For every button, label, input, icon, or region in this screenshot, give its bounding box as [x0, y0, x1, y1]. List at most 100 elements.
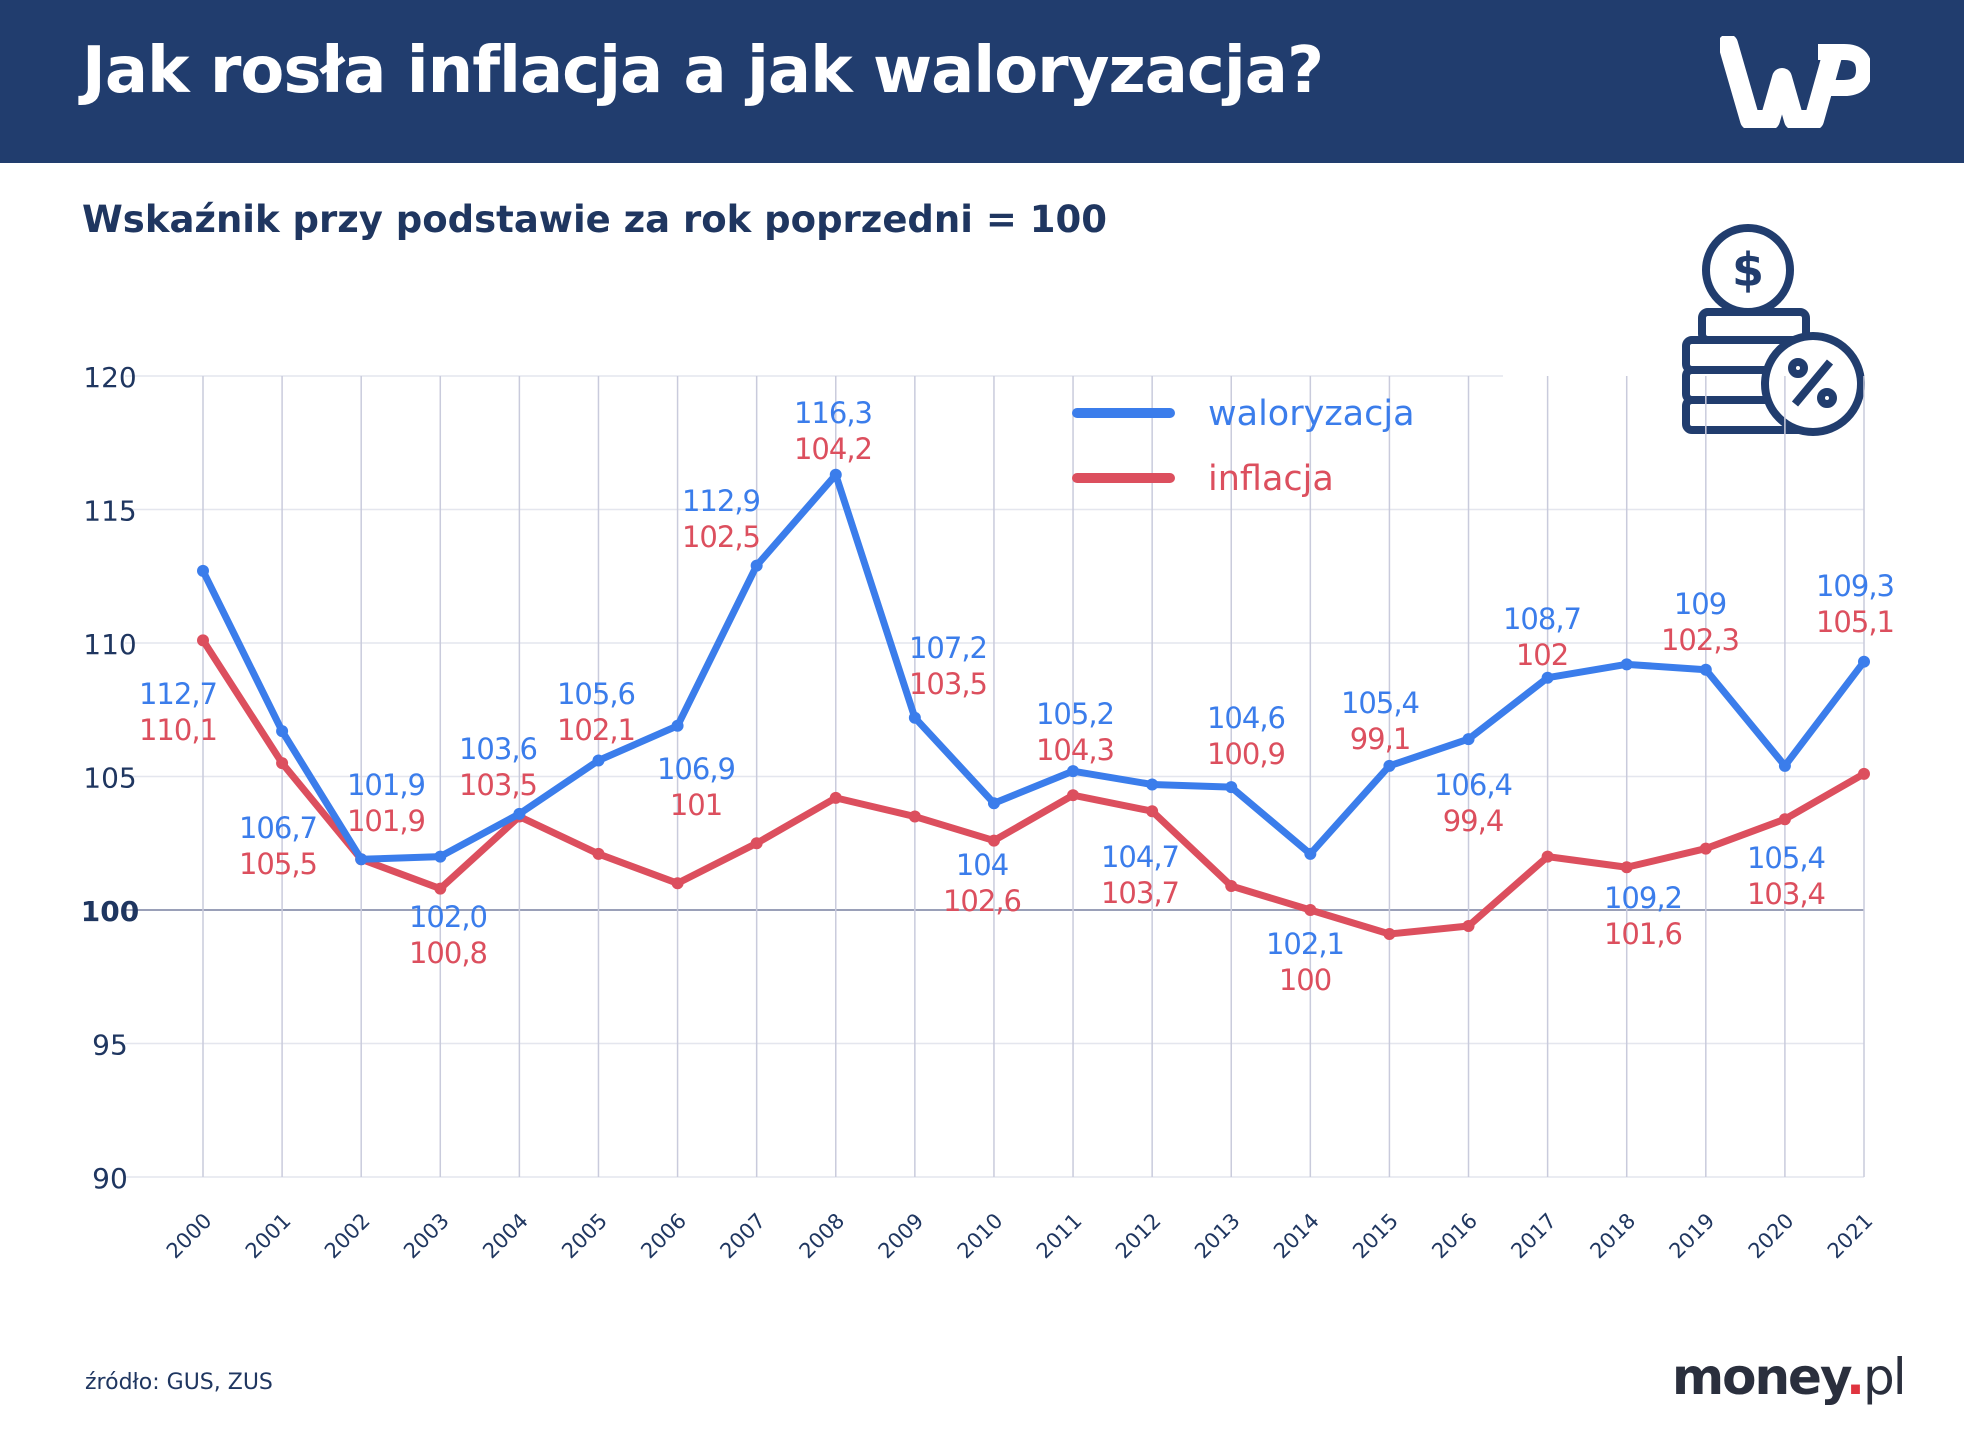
waloryzacja-point: [197, 564, 209, 577]
waloryzacja-data-label: 108,7: [1503, 602, 1581, 636]
waloryzacja-point: [592, 754, 605, 767]
inflacja-data-label: 104,2: [794, 432, 872, 466]
inflacja-point: [829, 791, 842, 804]
y-tick-label: 105: [83, 762, 136, 795]
waloryzacja-point: [1778, 759, 1791, 772]
x-tick-label: 2007: [715, 1209, 770, 1264]
brand-name: money: [1672, 1348, 1848, 1406]
waloryzacja-data-label: 116,3: [794, 396, 872, 430]
source-note: źródło: GUS, ZUS: [85, 1370, 273, 1395]
x-tick-label: 2021: [1823, 1209, 1878, 1264]
y-tick-label: 100: [81, 895, 139, 928]
waloryzacja-point: [1620, 658, 1633, 671]
x-tick-label: 2015: [1348, 1209, 1403, 1264]
legend-label-inflacja: inflacja: [1208, 459, 1334, 499]
inflacja-data-label: 110,1: [139, 713, 217, 747]
y-tick-label: 115: [83, 495, 136, 528]
inflacja-data-label: 103,4: [1747, 877, 1825, 911]
chart-subtitle: Wskaźnik przy podstawie za rok poprzedni…: [82, 198, 1107, 241]
x-tick-label: 2001: [241, 1209, 296, 1264]
legend-label-waloryzacja: waloryzacja: [1208, 394, 1415, 434]
waloryzacja-point: [1146, 778, 1159, 791]
inflacja-data-label: 100,9: [1207, 737, 1285, 771]
waloryzacja-data-label: 109,2: [1604, 881, 1682, 915]
waloryzacja-data-label: 102,0: [409, 900, 487, 934]
x-tick-label: 2014: [1269, 1209, 1324, 1264]
waloryzacja-point: [434, 850, 447, 863]
inflacja-data-label: 104,3: [1036, 733, 1114, 767]
inflacja-data-label: 102,3: [1661, 623, 1739, 657]
waloryzacja-data-label: 105,2: [1036, 697, 1114, 731]
inflacja-data-label: 102,6: [943, 884, 1021, 918]
waloryzacja-data-label: 106,9: [657, 752, 735, 786]
inflacja-data-label: 103,5: [459, 768, 537, 802]
waloryzacja-data-label: 104,6: [1207, 701, 1285, 735]
inflacja-data-label: 99,1: [1350, 722, 1411, 756]
y-tick-label: 95: [92, 1029, 128, 1062]
x-tick-label: 2019: [1665, 1209, 1720, 1264]
waloryzacja-point: [1462, 733, 1475, 746]
waloryzacja-point: [750, 559, 763, 572]
inflacja-point: [1225, 879, 1238, 892]
inflacja-point: [1067, 789, 1080, 802]
inflacja-data-label: 100,8: [409, 936, 487, 970]
waloryzacja-point: [1225, 781, 1238, 794]
waloryzacja-point: [1383, 759, 1396, 772]
x-tick-label: 2017: [1506, 1209, 1561, 1264]
inflacja-point: [987, 834, 1000, 847]
svg-text:$: $: [1732, 243, 1764, 297]
inflacja-point: [750, 837, 763, 850]
money-pl-logo: money.pl: [1672, 1348, 1907, 1406]
inflacja-point: [1699, 842, 1712, 855]
waloryzacja-data-label: 105,4: [1747, 841, 1825, 875]
waloryzacja-point: [513, 807, 526, 820]
inflacja-point: [1462, 920, 1475, 933]
waloryzacja-point: [671, 719, 684, 732]
inflacja-point: [592, 847, 605, 860]
inflacja-point: [1383, 928, 1396, 941]
x-tick-label: 2010: [953, 1209, 1008, 1264]
x-tick-label: 2000: [162, 1209, 217, 1264]
x-tick-label: 2016: [1427, 1209, 1482, 1264]
waloryzacja-data-label: 101,9: [347, 768, 425, 802]
waloryzacja-point: [987, 797, 1000, 810]
coins-dollar-percent-icon: $: [1682, 224, 1865, 436]
inflacja-point: [1620, 861, 1633, 874]
waloryzacja-point: [1699, 663, 1712, 676]
inflacja-data-label: 103,7: [1101, 876, 1179, 910]
page-title: Jak rosła inflacja a jak waloryzacja?: [82, 34, 1324, 108]
x-tick-label: 2020: [1744, 1209, 1799, 1264]
x-tick-label: 2005: [557, 1209, 612, 1264]
x-tick-label: 2018: [1585, 1209, 1640, 1264]
inflacja-data-label: 100: [1279, 963, 1331, 997]
waloryzacja-data-label: 112,9: [682, 484, 760, 518]
waloryzacja-data-label: 104: [956, 848, 1008, 882]
inflacja-point: [1146, 805, 1159, 818]
waloryzacja-data-label: 106,7: [239, 811, 317, 845]
waloryzacja-point: [908, 711, 921, 724]
y-tick-label: 110: [83, 628, 136, 661]
waloryzacja-point: [1858, 655, 1870, 668]
inflacja-point: [1541, 850, 1554, 863]
inflacja-line: [200, 638, 1866, 938]
legend: waloryzacja inflacja: [1072, 394, 1415, 499]
inflacja-point: [434, 882, 447, 895]
waloryzacja-data-label: 103,6: [459, 732, 537, 766]
waloryzacja-data-label: 107,2: [909, 631, 987, 665]
inflacja-point: [197, 634, 209, 647]
inflacja-data-label: 105,5: [239, 847, 317, 881]
inflacja-data-label: 102,5: [682, 520, 760, 554]
x-tick-label: 2008: [795, 1209, 850, 1264]
inflacja-point: [1858, 767, 1870, 780]
waloryzacja-point: [1541, 671, 1554, 684]
x-tick-label: 2012: [1111, 1209, 1166, 1264]
inflacja-data-label: 101: [670, 788, 722, 822]
inflacja-data-label: 103,5: [909, 667, 987, 701]
x-tick-label: 2006: [636, 1209, 691, 1264]
inflacja-data-label: 101,9: [347, 804, 425, 838]
waloryzacja-point: [276, 725, 289, 738]
inflacja-data-label: 102,1: [557, 713, 635, 747]
brand-dot: .: [1845, 1348, 1865, 1406]
waloryzacja-point: [1304, 847, 1317, 860]
